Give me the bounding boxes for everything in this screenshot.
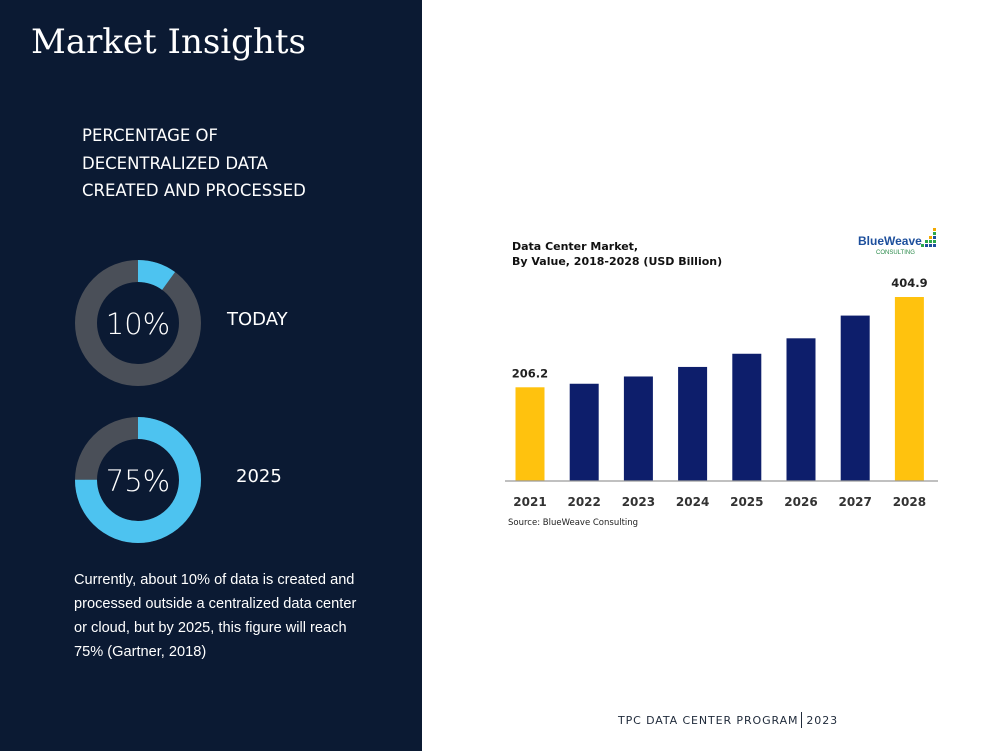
donut-arc [75, 417, 201, 543]
subtitle: PERCENTAGE OF DECENTRALIZED DATA CREATED… [82, 122, 382, 205]
bar-2022 [569, 383, 599, 481]
bar-2021 [515, 387, 545, 481]
bar-2028 [894, 297, 924, 481]
bar-chart: Data Center Market, By Value, 2018-2028 … [505, 228, 938, 528]
brand-name: BlueWeave [858, 234, 922, 248]
x-tick-label: 2025 [730, 495, 763, 509]
x-tick-label: 2028 [893, 495, 926, 509]
chart-title-line-2: By Value, 2018-2028 (USD Billion) [512, 255, 722, 268]
chart-source: Source: BlueWeave Consulting [508, 518, 638, 528]
footer: TPC DATA CENTER PROGRAM 2023 [618, 712, 838, 728]
subtitle-line: CREATED AND PROCESSED [82, 181, 306, 200]
bar-2025 [732, 353, 762, 481]
bar-2023 [623, 376, 653, 481]
donut-value: 10% [106, 307, 170, 341]
bar-2027 [840, 315, 870, 481]
x-tick-labels: 2021 2022 2023 2024 2025 2026 2027 2028 [513, 495, 926, 509]
slide-title: Market Insights [31, 22, 306, 62]
brand-dots-icon [921, 228, 936, 247]
bar-data-label: 404.9 [891, 276, 927, 290]
footer-divider [801, 712, 803, 728]
x-tick-label: 2023 [622, 495, 655, 509]
donut-value: 75% [106, 464, 170, 498]
donut-caption-2025: 2025 [236, 466, 282, 487]
bar-data-label: 206.2 [512, 366, 548, 380]
x-tick-label: 2021 [513, 495, 546, 509]
x-tick-label: 2024 [676, 495, 709, 509]
bar-2026 [786, 338, 816, 481]
donut-arc [75, 260, 201, 386]
x-tick-label: 2026 [784, 495, 817, 509]
bars-group: 206.2 404.9 [512, 276, 928, 481]
bar-chart-image: Data Center Market, By Value, 2018-2028 … [500, 222, 950, 532]
donut-chart-today: 10% [75, 260, 201, 386]
x-tick-label: 2027 [838, 495, 871, 509]
brand-tagline: CONSULTING [876, 250, 915, 256]
subtitle-line: DECENTRALIZED DATA [82, 153, 268, 173]
subtitle-line: PERCENTAGE OF [82, 126, 219, 145]
footer-year: 2023 [806, 714, 839, 727]
donut-caption-today: TODAY [227, 309, 288, 330]
brand-logo: BlueWeave CONSULTING [858, 228, 936, 256]
donut-chart-2025: 75% [75, 417, 201, 543]
x-tick-label: 2022 [567, 495, 600, 509]
footer-program: TPC DATA CENTER PROGRAM [618, 714, 799, 727]
left-panel: Market Insights PERCENTAGE OF DECENTRALI… [0, 0, 422, 751]
description: Currently, about 10% of data is created … [74, 572, 357, 660]
chart-title-line-1: Data Center Market, [512, 240, 638, 253]
bar-2024 [678, 366, 708, 481]
